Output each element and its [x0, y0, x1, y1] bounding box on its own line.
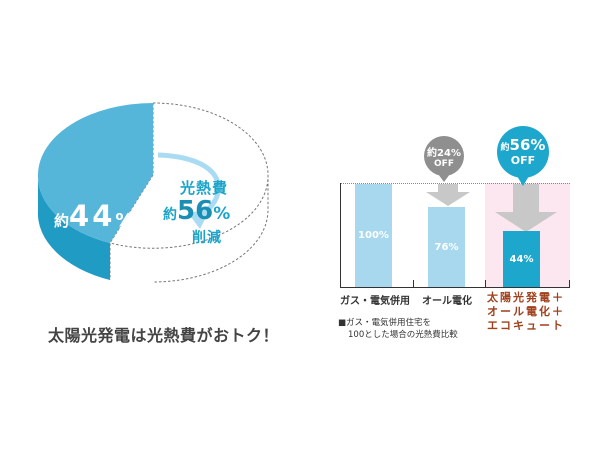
pie-slice-44 [37, 103, 153, 243]
down-arrow-icon [426, 184, 470, 206]
bubble-tail [438, 174, 450, 182]
bar-chart: 100% 76% 44% [340, 183, 570, 288]
pie-share-label: 約44% [54, 199, 134, 233]
curved-arrow-icon [188, 209, 210, 229]
saving-title: 光熱費 [180, 179, 229, 197]
bar-gas-electric: 100% [355, 184, 392, 287]
axis-tick [569, 280, 570, 288]
pie-side [37, 175, 111, 280]
axis-tick [485, 280, 486, 288]
axis-baseline [340, 287, 570, 288]
saving-value: 約56% [163, 196, 231, 226]
bar-all-electric: 76% [428, 207, 465, 287]
pie-caption: 太陽光発電は光熱費がおトク！ [48, 326, 280, 345]
bar-solar: 44% [503, 231, 540, 287]
axis-left [340, 183, 341, 288]
down-arrow-icon [495, 184, 557, 232]
chart-note: ■ガス・電気併用住宅を 100とした場合の光熱費比較 [338, 318, 458, 340]
xlabel-all-electric: オール電化 [422, 296, 472, 307]
bubble-24-off: 約24% OFF [424, 136, 464, 176]
pie-chart [37, 102, 269, 283]
xlabel-gas-electric: ガス・電気併用 [340, 296, 410, 307]
bubble-56-off: 約56% OFF [497, 126, 549, 178]
saving-sub: 削減 [192, 230, 222, 246]
reference-line [340, 183, 570, 184]
xlabel-solar: 太陽光発電＋ オール電化＋ エコキュート [487, 291, 565, 332]
axis-tick [413, 280, 414, 288]
bubble-tail [517, 176, 529, 186]
